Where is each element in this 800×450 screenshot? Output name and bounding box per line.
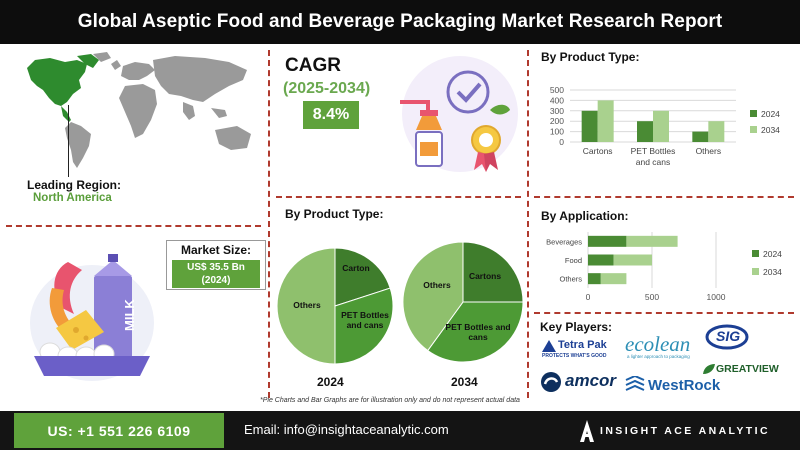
key-players-title: Key Players: [540, 320, 613, 334]
y-tick-label: Food [565, 256, 582, 265]
footer-phone[interactable]: US: +1 551 226 6109 [14, 413, 224, 448]
y-tick-label: Others [559, 275, 582, 284]
bar-2024-0 [581, 110, 598, 142]
pie-2024-label-carton: Carton [342, 263, 370, 273]
legend-label-2034: 2034 [761, 125, 780, 135]
divider-horizontal-left [6, 225, 261, 227]
world-map [27, 52, 251, 168]
bar-2024-1 [637, 121, 653, 142]
product-pie-title: By Product Type: [285, 207, 384, 221]
cagr-value: 8.4% [303, 101, 359, 129]
tetrapak-icon [542, 340, 556, 352]
legend-swatch-2024 [750, 110, 757, 117]
hbar-2024-0 [588, 235, 627, 247]
hbar-2024-1 [588, 254, 614, 266]
x-tick-label: and cans [636, 157, 671, 167]
cagr-period: (2025-2034) [283, 80, 371, 97]
bar-2024-2 [692, 131, 709, 142]
ecolean-tagline: a lighter approach to packaging [627, 354, 690, 359]
market-size-label: Market Size: [180, 243, 252, 257]
hbar-2034-1 [613, 254, 652, 266]
pie-slice-0 [462, 241, 524, 303]
legend-label-2024: 2024 [763, 249, 782, 259]
legend-swatch-2034 [752, 268, 759, 275]
pie-2024-label-others: Others [293, 300, 321, 310]
bar-2034-0 [597, 100, 614, 142]
legend-label-2024: 2024 [761, 109, 780, 119]
application-title: By Application: [541, 209, 629, 223]
product-bar-title: By Product Type: [541, 50, 640, 64]
divider-horizontal-right-bottom [534, 312, 794, 314]
x-tick-label: 1000 [707, 292, 726, 302]
tetrapak-name: Tetra Pak [558, 339, 607, 351]
market-size-box: Market Size: US$ 35.5 Bn (2024) [166, 240, 266, 290]
amcor-swirl-icon [541, 372, 561, 392]
ecolean-name: ecolean [625, 332, 691, 356]
y-tick-label: 100 [550, 127, 564, 137]
pie-2034-label-pet: PET Bottles and cans [445, 322, 511, 342]
hbar-2024-2 [588, 273, 601, 285]
x-tick-label: Others [696, 146, 722, 156]
westrock-name: WestRock [648, 377, 721, 394]
footnote: *Pie Charts and Bar Graphs are for illus… [260, 397, 520, 404]
market-size-value: US$ 35.5 Bn (2024) [172, 260, 260, 288]
milk-carton-label: MILK [122, 299, 137, 331]
x-tick-label: 0 [586, 292, 591, 302]
pie-chart-2024 [276, 247, 394, 365]
legend-swatch-2024 [752, 250, 759, 257]
pie-slice-1 [427, 301, 524, 363]
y-tick-label: 0 [559, 137, 564, 147]
greatview-leaf-icon [703, 364, 715, 374]
footer-brand: INSIGHT ACE ANALYTIC [600, 425, 770, 437]
pie-year-2034: 2034 [451, 375, 478, 389]
pie-chart-2034 [402, 241, 524, 363]
pie-slice-0 [334, 247, 391, 307]
westrock-icon [625, 376, 645, 391]
market-size-year: (2024) [201, 275, 231, 286]
x-tick-label: 500 [645, 292, 659, 302]
y-tick-label: 300 [550, 106, 564, 116]
divider-horizontal-right-top [534, 196, 794, 198]
y-tick-label: 500 [550, 85, 564, 95]
y-tick-label: 400 [550, 95, 564, 105]
pie-slice-2 [402, 241, 464, 352]
pie-slice-2 [276, 247, 336, 365]
leading-region-label: Leading Region: [27, 178, 121, 192]
sig-name: SIG [716, 328, 741, 344]
greatview-name: GREATVIEW [716, 363, 779, 375]
cagr-title: CAGR [285, 55, 341, 76]
pie-2034-label-others: Others [423, 280, 451, 290]
bar-2034-2 [708, 121, 725, 142]
hbar-2034-0 [626, 235, 678, 247]
tetrapak-tagline: PROTECTS WHAT'S GOOD [542, 353, 607, 359]
x-tick-label: PET Bottles [631, 146, 676, 156]
divider-vertical-left [268, 50, 270, 398]
sig-badge-icon [705, 324, 749, 350]
amcor-name: amcor [565, 371, 617, 390]
report-title: Global Aseptic Food and Beverage Packagi… [0, 0, 800, 44]
footer-email[interactable]: Email: info@insightaceanalytic.com [244, 422, 449, 437]
divider-horizontal-middle [276, 196, 521, 198]
application-bar-chart: 0 500 1000 Beverages Food Others 2024 2034 [546, 232, 782, 302]
logo-sig: SIG [705, 324, 749, 355]
legend-swatch-2034 [750, 126, 757, 133]
pie-2024-label-pet: PET Bottles and cans [341, 310, 389, 330]
y-tick-label: Beverages [546, 237, 582, 246]
leading-region-pointer [68, 105, 69, 177]
leading-region-value: North America [33, 192, 112, 204]
pie-year-2024: 2024 [317, 375, 344, 389]
insightace-logo-icon [580, 420, 594, 442]
quality-check-illustration [400, 56, 518, 172]
divider-vertical-right [527, 50, 529, 398]
pie-2034-label-cartons: Cartons [468, 271, 502, 281]
x-tick-label: Cartons [583, 146, 613, 156]
y-tick-label: 200 [550, 116, 564, 126]
market-size-amount: US$ 35.5 Bn [187, 262, 245, 273]
pie-slice-1 [334, 287, 394, 365]
legend-label-2034: 2034 [763, 267, 782, 277]
hbar-2034-2 [600, 273, 627, 285]
dairy-illustration: MILK [30, 254, 154, 381]
bar-2034-1 [653, 110, 669, 142]
